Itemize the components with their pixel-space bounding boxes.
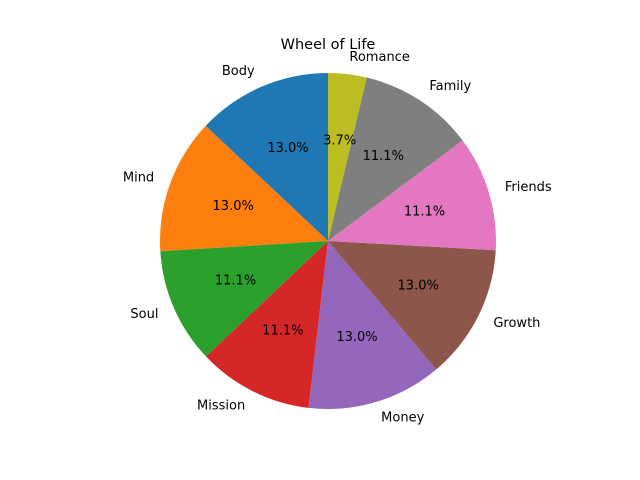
- pct-label-mind: 13.0%: [213, 199, 254, 214]
- pct-label-family: 11.1%: [363, 149, 404, 164]
- pie-slice-mind: [159, 125, 328, 252]
- slice-label-mind: Mind: [123, 171, 154, 186]
- slice-label-soul: Soul: [130, 307, 158, 322]
- chart-title: Wheel of Life: [281, 37, 376, 53]
- pct-label-body: 13.0%: [267, 141, 308, 156]
- slice-label-money: Money: [381, 410, 424, 425]
- pct-label-growth: 13.0%: [398, 279, 439, 294]
- pie-slice-money: [308, 241, 437, 410]
- pie-slice-family: [328, 77, 463, 241]
- percentage-labels: 13.0% 13.0% 11.1% 11.1% 13.0% 13.0% 11.1% 11.1%…: [213, 133, 446, 345]
- category-labels: Body Mind Soul Mission Money Growth Friends Fam…: [123, 50, 552, 426]
- pie-slice-body: [205, 73, 328, 241]
- pie-slice-friends: [328, 140, 497, 251]
- pie-slice-soul: [160, 241, 328, 357]
- pie-slice-mission: [205, 241, 328, 408]
- pie-slice-romance: [328, 73, 367, 241]
- pct-label-money: 13.0%: [336, 330, 377, 345]
- pct-label-romance: 3.7%: [323, 133, 356, 148]
- slice-label-body: Body: [222, 64, 255, 79]
- pct-label-mission: 11.1%: [262, 324, 303, 339]
- slice-label-friends: Friends: [505, 180, 552, 195]
- slice-label-mission: Mission: [197, 399, 245, 414]
- slice-label-family: Family: [429, 79, 471, 94]
- pct-label-friends: 11.1%: [404, 204, 445, 219]
- slice-label-growth: Growth: [493, 316, 540, 331]
- slice-label-romance: Romance: [349, 50, 409, 65]
- pie-slice-growth: [328, 241, 496, 370]
- pct-label-soul: 11.1%: [215, 274, 256, 289]
- pie-slices: [159, 73, 497, 410]
